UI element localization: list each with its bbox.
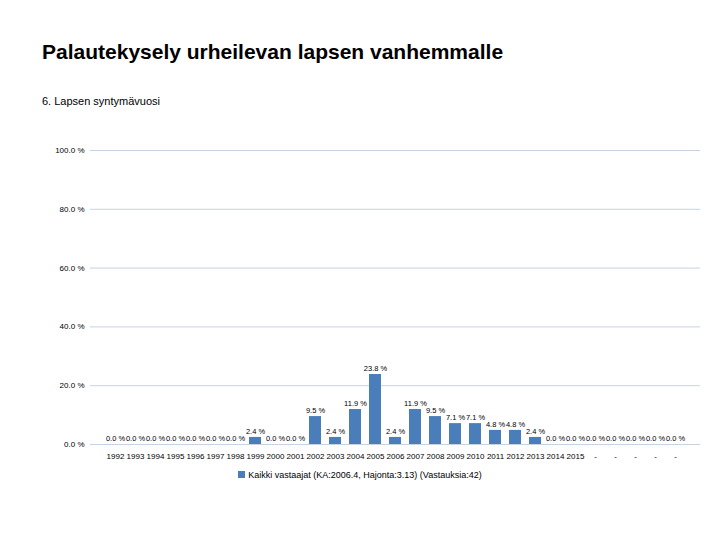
svg-text:9.5 %: 9.5 % — [426, 406, 446, 415]
svg-text:80.0 %: 80.0 % — [60, 205, 85, 214]
svg-text:7.1 %: 7.1 % — [446, 413, 466, 422]
svg-text:7.1 %: 7.1 % — [466, 413, 486, 422]
svg-text:2014: 2014 — [547, 452, 565, 461]
svg-text:100.0 %: 100.0 % — [55, 146, 84, 155]
svg-text:2003: 2003 — [327, 452, 345, 461]
svg-text:20.0 %: 20.0 % — [60, 381, 85, 390]
svg-text:0.0 %: 0.0 % — [266, 434, 286, 443]
svg-text:2009: 2009 — [447, 452, 465, 461]
svg-text:-: - — [594, 452, 597, 461]
svg-text:0.0 %: 0.0 % — [546, 434, 566, 443]
svg-text:2001: 2001 — [287, 452, 305, 461]
svg-text:0.0 %: 0.0 % — [226, 434, 246, 443]
svg-text:0.0 %: 0.0 % — [666, 434, 686, 443]
svg-text:4.8 %: 4.8 % — [486, 420, 506, 429]
svg-text:-: - — [634, 452, 637, 461]
svg-text:2013: 2013 — [527, 452, 545, 461]
svg-text:0.0 %: 0.0 % — [286, 434, 306, 443]
svg-text:0.0 %: 0.0 % — [606, 434, 626, 443]
html-text:6. Lapsen syntymävuosi: 6. Lapsen syntymävuosi — [42, 95, 160, 107]
svg-text:1997: 1997 — [207, 452, 225, 461]
svg-text:1994: 1994 — [147, 452, 165, 461]
svg-text:23.8 %: 23.8 % — [364, 364, 388, 373]
svg-text:4.8 %: 4.8 % — [506, 420, 526, 429]
svg-text:0.0 %: 0.0 % — [586, 434, 606, 443]
svg-text:-: - — [654, 452, 657, 461]
svg-text:1995: 1995 — [167, 452, 185, 461]
svg-text:2.4 %: 2.4 % — [526, 427, 546, 436]
svg-text:0.0 %: 0.0 % — [566, 434, 586, 443]
svg-text:40.0 %: 40.0 % — [60, 322, 85, 331]
svg-text:1993: 1993 — [127, 452, 145, 461]
svg-text:1996: 1996 — [187, 452, 205, 461]
svg-text:1999: 1999 — [247, 452, 265, 461]
svg-text:2.4 %: 2.4 % — [326, 427, 346, 436]
svg-text:0.0 %: 0.0 % — [146, 434, 166, 443]
svg-text:2005: 2005 — [367, 452, 385, 461]
svg-text:0.0 %: 0.0 % — [126, 434, 146, 443]
svg-text:0.0 %: 0.0 % — [646, 434, 666, 443]
svg-text:2.4 %: 2.4 % — [246, 427, 266, 436]
svg-text:1998: 1998 — [227, 452, 245, 461]
svg-text:9.5 %: 9.5 % — [306, 406, 326, 415]
svg-text:2011: 2011 — [487, 452, 505, 461]
svg-text:0.0 %: 0.0 % — [206, 434, 226, 443]
svg-text:0.0 %: 0.0 % — [626, 434, 646, 443]
svg-text:2.4 %: 2.4 % — [386, 427, 406, 436]
svg-text:0.0 %: 0.0 % — [166, 434, 186, 443]
svg-text:11.9 %: 11.9 % — [404, 399, 427, 408]
svg-text:2015: 2015 — [567, 452, 585, 461]
html-text:Kaikki vastaajat (KA:2006.4, H: Kaikki vastaajat (KA:2006.4, Hajonta:3.1… — [248, 469, 482, 480]
svg-text:2004: 2004 — [347, 452, 365, 461]
svg-text:2008: 2008 — [427, 452, 445, 461]
svg-text:11.9 %: 11.9 % — [344, 399, 367, 408]
svg-text:0.0 %: 0.0 % — [106, 434, 126, 443]
svg-text:2006: 2006 — [387, 452, 405, 461]
svg-text:0.0 %: 0.0 % — [64, 440, 84, 449]
svg-text:2012: 2012 — [507, 452, 525, 461]
svg-text:1992: 1992 — [107, 452, 125, 461]
svg-text:2002: 2002 — [307, 452, 325, 461]
svg-text:60.0 %: 60.0 % — [60, 264, 85, 273]
svg-text:2000: 2000 — [267, 452, 285, 461]
svg-text:-: - — [674, 452, 677, 461]
svg-text:-: - — [614, 452, 617, 461]
svg-text:2010: 2010 — [467, 452, 485, 461]
html-text:Palautekysely urheilevan lapse: Palautekysely urheilevan lapsen vanhemma… — [42, 40, 504, 63]
svg-text:0.0 %: 0.0 % — [186, 434, 206, 443]
svg-text:2007: 2007 — [407, 452, 425, 461]
